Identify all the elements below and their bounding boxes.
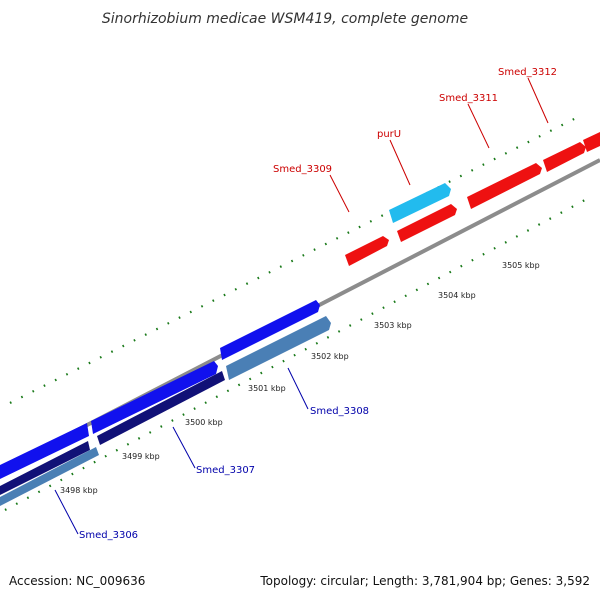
gene-arrow-navy-2 <box>97 371 225 445</box>
kbp-label: 3504 kbp <box>438 291 476 300</box>
forward-genes <box>345 132 600 266</box>
kbp-label: 3498 kbp <box>60 486 98 495</box>
gene-arrow-smed-3312 <box>543 142 586 172</box>
kbp-label: 3505 kbp <box>502 261 540 270</box>
reverse-genes <box>0 300 331 506</box>
kbp-label: 3503 kbp <box>374 321 412 330</box>
kbp-label: 3500 kbp <box>185 418 223 427</box>
gene-arrow-blue-3 <box>220 300 320 360</box>
map-title: Sinorhizobium medicae WSM419, complete g… <box>102 11 468 27</box>
outer-tick-row <box>9 114 583 404</box>
accession-text: Accession: NC_009636 <box>9 574 145 588</box>
inner-tick-row <box>4 199 586 511</box>
leader-smed-3306 <box>54 489 79 535</box>
gene-label: Smed_3308 <box>310 406 369 417</box>
topology-summary: Topology: circular; Length: 3,781,904 bp… <box>259 574 590 588</box>
tick-guide-inner <box>4 199 586 511</box>
gene-label: Smed_3312 <box>498 67 557 78</box>
gene-labels: Smed_3312 Smed_3311 purU Smed_3309 Smed_… <box>79 67 557 541</box>
kbp-label: 3499 kbp <box>122 452 160 461</box>
gene-label: purU <box>377 129 401 140</box>
gene-label: Smed_3307 <box>196 465 255 476</box>
tick-guide-outer <box>9 114 583 404</box>
gene-arrow-puru <box>389 183 451 223</box>
gene-arrow-steel-2 <box>226 316 331 380</box>
leader-smed-3307 <box>172 426 196 469</box>
leader-puru <box>389 139 411 186</box>
gene-label: Smed_3306 <box>79 530 138 541</box>
kbp-label: 3502 kbp <box>311 352 349 361</box>
gene-arrow-steel-1 <box>0 447 99 506</box>
gene-arrow-blue-2 <box>91 361 218 434</box>
gene-arrow-smed-3313 <box>583 132 600 152</box>
gene-arrow-smed-3311 <box>467 163 542 209</box>
scale-labels: 3498 kbp 3499 kbp 3500 kbp 3501 kbp 3502… <box>60 261 540 495</box>
leader-smed-3309 <box>329 174 350 213</box>
kbp-label: 3501 kbp <box>248 384 286 393</box>
gene-arrow-smed-3309 <box>345 236 389 266</box>
leader-smed-3312 <box>527 77 549 124</box>
leader-smed-3308 <box>287 367 309 410</box>
gene-arrow-blue-1 <box>0 423 89 479</box>
gene-label: Smed_3309 <box>273 164 332 175</box>
leader-lines <box>54 77 549 535</box>
leader-smed-3311 <box>467 103 490 149</box>
gene-arrow-navy-1 <box>0 441 90 495</box>
gene-arrow-smed-3310 <box>397 204 457 242</box>
gene-label: Smed_3311 <box>439 93 498 104</box>
